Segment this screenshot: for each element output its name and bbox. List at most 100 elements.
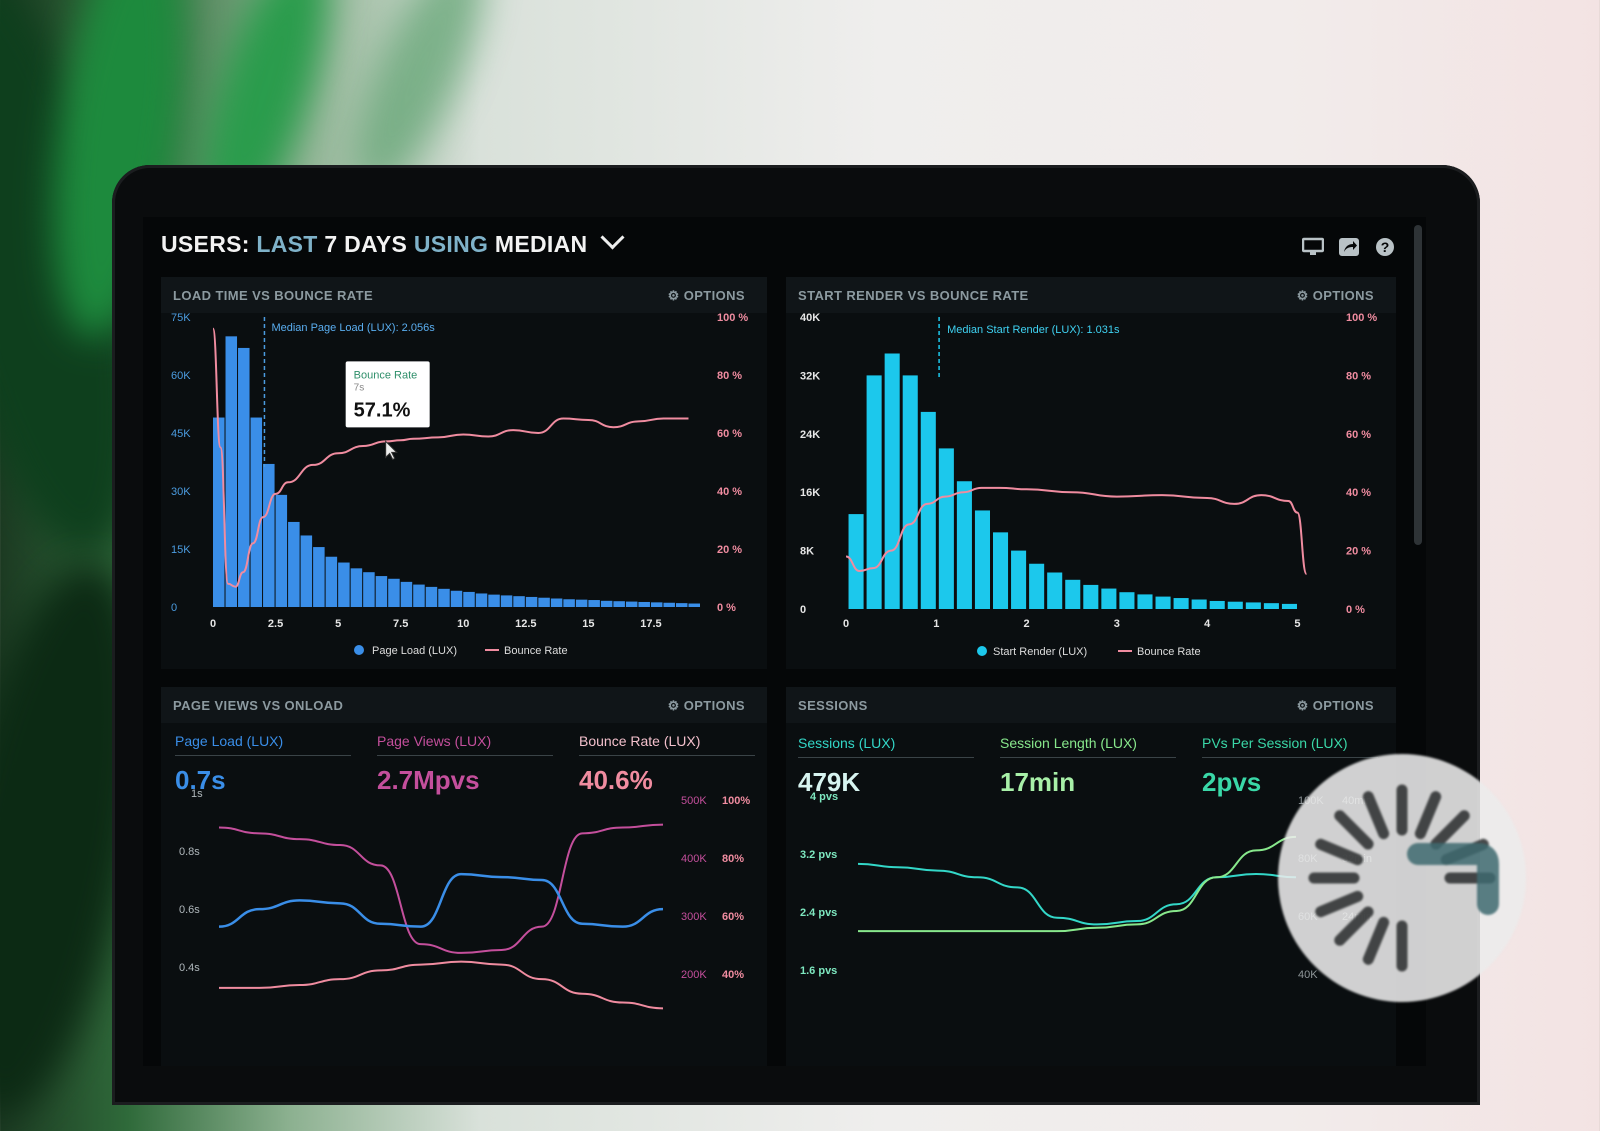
y-tick-label: 32K [800,370,820,382]
panel-title: SESSIONS [798,698,868,713]
options-button[interactable]: ⚙ OPTIONS [1297,698,1374,714]
monitor-icon[interactable] [1301,237,1325,257]
x-tick-label: 2.5 [268,618,283,630]
spinner-bar [1362,791,1390,840]
bar [1245,602,1261,609]
spinner-bar [1362,916,1390,965]
options-label: OPTIONS [683,288,745,303]
x-tick-label: 15 [582,618,594,630]
panel-header: START RENDER VS BOUNCE RATE ⚙ OPTIONS [786,277,1396,313]
top-toolbar: ? [1301,237,1396,257]
y2-tick-label: 40K [1298,969,1318,981]
x-tick-label: 5 [335,618,341,630]
start-render-panel: START RENDER VS BOUNCE RATE ⚙ OPTIONS 0 8… [786,277,1396,669]
legend-marker [354,645,364,655]
title-last: LAST [256,231,318,257]
bar [575,599,588,607]
metric-divider [175,755,351,756]
metric-divider [1202,757,1378,758]
metric-label: Page Views (LUX) [377,733,492,749]
legend-label: Bounce Rate [504,645,568,657]
bar [1191,599,1207,609]
legend-label: Start Render (LUX) [993,646,1087,658]
y2-tick-label: 40 % [717,486,742,498]
bar [1065,579,1081,609]
bar [866,375,882,609]
bar [513,596,525,607]
bar [1173,598,1189,609]
y2-tick-label: 20 % [717,544,742,556]
y-tick-label: 0 [800,604,806,616]
options-button[interactable]: ⚙ OPTIONS [668,698,745,714]
metric-value: 479K [798,767,861,797]
chevron-down-icon[interactable] [600,225,625,250]
spinner-bar [1334,906,1374,946]
bar [1011,550,1027,609]
help-icon[interactable]: ? [1374,237,1396,257]
y2-tick-label: 80 % [1346,370,1371,382]
x-tick-label: 7.5 [393,618,408,630]
metric-value: 40.6% [579,765,653,795]
y3-tick-label: 60% [722,911,744,923]
title-using: USING [413,231,489,257]
bar [450,590,463,607]
spinner-bar [1315,890,1364,918]
load-time-chart: 0 15K 30K 45K 60K 75K 0 % 20 % 40 % 60 % 80 % 100 %… [171,312,748,657]
bar [1227,601,1243,609]
bar [375,576,388,607]
y-tick-label: 0.4s [179,962,200,974]
x-tick-label: 3 [1114,618,1120,630]
y2-tick-label: 100 % [717,312,748,324]
y-tick-label: 2.4 pvs [800,907,837,919]
bar [902,375,918,609]
bar [250,417,263,607]
bar [550,598,563,607]
page-views-line [218,823,664,954]
bar [400,581,413,607]
tooltip-value: 57.1% [354,399,411,421]
y2-tick-label: 20 % [1346,546,1371,558]
y-tick-label: 0.8s [179,846,200,858]
dashboard-title[interactable]: USERS: LAST 7 DAYS USING MEDIAN [161,225,625,258]
start-render-chart: 0 8K 16K 24K 32K 40K 0 % 20 % 40 % 60 % 80 % 100 % 0… [800,312,1377,658]
y-tick-label: 1s [191,788,203,800]
bar [475,593,488,607]
y2-tick-label: 100 % [1346,312,1377,324]
bar [325,556,338,607]
metric-divider [579,755,755,756]
bar [992,532,1009,609]
y-tick-label: 0 [171,602,177,614]
spinner-bar [1414,791,1442,840]
bar [363,572,375,607]
options-label: OPTIONS [1312,698,1374,713]
panel-header: LOAD TIME VS BOUNCE RATE ⚙ OPTIONS [161,277,767,313]
bar [1155,596,1171,609]
tooltip-sub: 7s [354,382,365,393]
title-users: USERS: [161,231,250,257]
bar [350,568,363,607]
x-tick-label: 4 [1204,618,1211,630]
bar [413,584,425,607]
options-label: OPTIONS [1312,288,1374,303]
y2-tick-label: 60 % [717,428,742,440]
bar [1119,592,1135,609]
options-button[interactable]: ⚙ OPTIONS [668,288,745,304]
share-icon[interactable] [1338,237,1360,257]
bar [1029,563,1045,609]
y2-tick-label: 200K [681,969,707,981]
options-button[interactable]: ⚙ OPTIONS [1297,288,1374,304]
panel-title: START RENDER VS BOUNCE RATE [798,288,1029,303]
bar [1209,600,1225,609]
bar [525,596,538,607]
x-tick-label: 2 [1024,618,1030,630]
bar [920,411,936,609]
bar [613,601,625,607]
session-length-line [858,835,1297,933]
bar [1047,572,1063,609]
page-views-chart: 1s 0.8s 0.6s 0.4s 500K 400K 300K 200K 100% 80% 60%… [179,788,750,1010]
scrollbar[interactable] [1414,225,1422,545]
metric-label: Page Load (LUX) [175,733,284,749]
y-tick-label: 15K [171,544,191,556]
cursor-icon [385,440,398,461]
y-tick-label: 75K [171,312,191,324]
